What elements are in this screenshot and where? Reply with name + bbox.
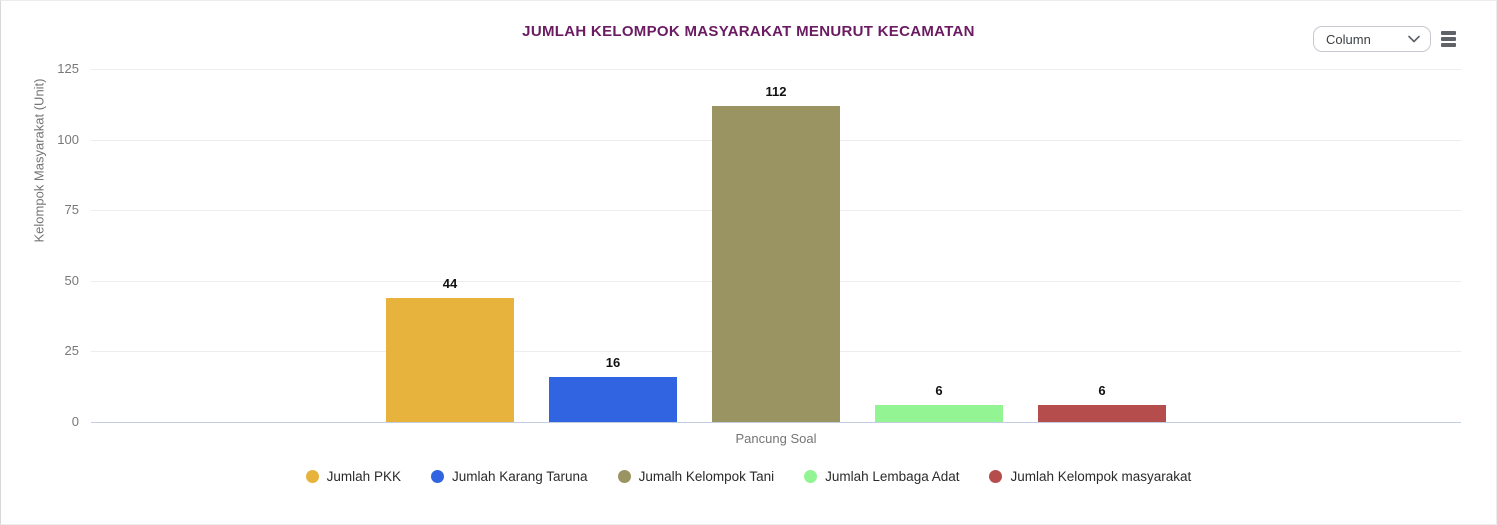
gridline-0 [91,422,1461,423]
legend-label: Jumlah PKK [326,469,401,484]
bar-0[interactable] [386,297,514,422]
y-tick-label-50: 50 [64,272,79,288]
legend-item-0[interactable]: Jumlah PKK [305,469,401,484]
legend-item-4[interactable]: Jumlah Kelompok masyarakat [989,469,1191,484]
bar-2[interactable] [712,105,840,422]
legend-label: Jumlah Karang Taruna [451,469,588,484]
legend-item-2[interactable]: Jumalh Kelompok Tani [617,469,775,484]
y-tick-label-75: 75 [64,202,79,218]
bar-value-label-1: 16 [605,354,621,370]
bar-1[interactable] [549,376,677,422]
bar-3[interactable] [875,405,1003,422]
legend-marker-icon [305,470,319,483]
y-tick-label-125: 125 [57,61,79,76]
y-axis-title: Kelompok Masyarakat (Unit) [31,78,47,243]
chart-type-select[interactable]: Column [1313,26,1431,52]
legend-marker-icon [989,470,1003,483]
legend-label: Jumalh Kelompok Tani [638,469,775,484]
gridline-125 [91,69,1461,70]
hamburger-menu-icon[interactable] [1439,29,1458,49]
legend-label: Jumlah Kelompok masyarakat [1010,469,1192,484]
y-tick-label-0: 0 [71,414,79,429]
chart-type-select-value: Column [1326,31,1371,47]
bar-value-label-4: 6 [1098,383,1106,399]
chart-title: JUMLAH KELOMPOK MASYARAKAT MENURUT KECAM… [522,23,975,40]
legend-marker-icon [617,470,631,483]
legend-item-1[interactable]: Jumlah Karang Taruna [430,469,588,484]
bar-value-label-3: 6 [935,383,943,399]
bar-value-label-2: 112 [765,83,787,99]
legend-marker-icon [804,470,818,483]
legend: Jumlah PKK Jumlah Karang Taruna Jumalh Kel… [1,469,1496,484]
legend-marker-icon [430,470,444,483]
x-category-label: Pancung Soal [735,431,817,446]
chevron-down-icon [1408,35,1420,43]
bar-value-label-0: 44 [442,275,458,291]
bar-4[interactable] [1038,405,1166,422]
chart-controls: Column [1313,26,1458,52]
y-tick-label-25: 25 [64,343,79,359]
legend-item-3[interactable]: Jumlah Lembaga Adat [804,469,959,484]
legend-label: Jumlah Lembaga Adat [825,469,960,484]
y-tick-label-100: 100 [57,131,79,147]
